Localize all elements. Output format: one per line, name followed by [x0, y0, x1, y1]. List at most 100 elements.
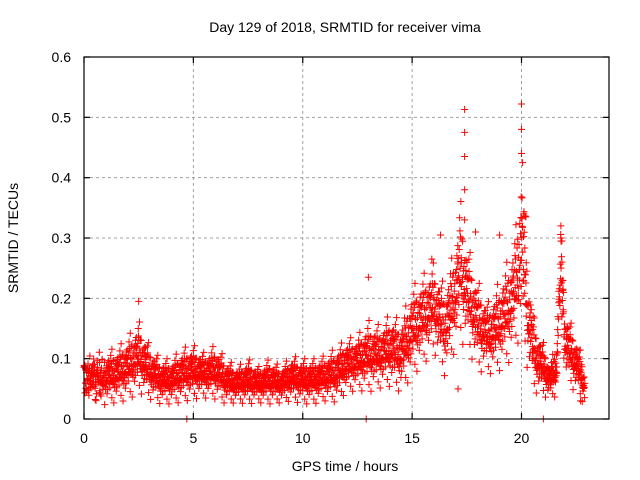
data-point: [370, 333, 378, 341]
data-point: [389, 344, 397, 352]
data-point: [119, 397, 127, 405]
data-point: [209, 343, 217, 351]
data-point: [330, 398, 338, 406]
data-point: [459, 237, 467, 245]
data-point: [163, 395, 171, 403]
data-point: [438, 358, 446, 366]
data-point: [347, 382, 355, 390]
data-point: [451, 306, 459, 314]
data-point: [453, 252, 461, 260]
data-point: [461, 186, 469, 194]
data-point: [383, 376, 391, 384]
y-axis-label: SRMTID / TECUs: [5, 183, 21, 293]
data-point: [531, 334, 539, 342]
data-point: [101, 401, 109, 409]
data-point: [407, 305, 415, 313]
data-point: [540, 338, 548, 346]
data-point: [294, 398, 302, 406]
data-point: [444, 312, 452, 320]
data-point: [575, 353, 583, 361]
data-point: [449, 273, 457, 281]
x-tick-label: 15: [404, 430, 420, 446]
data-point: [416, 303, 424, 311]
y-tick-labels: 0 0.1 0.2 0.3 0.4 0.5 0.6: [52, 49, 72, 427]
data-point: [550, 355, 558, 363]
data-point: [337, 388, 345, 396]
data-point: [284, 397, 292, 405]
data-point: [418, 299, 426, 307]
data-point: [522, 259, 530, 267]
data-point: [477, 325, 485, 333]
data-point: [507, 333, 515, 341]
data-point: [581, 394, 589, 402]
data-point: [172, 350, 180, 358]
data-point: [108, 394, 116, 402]
data-point: [577, 397, 585, 405]
data-point: [351, 376, 359, 384]
data-point: [349, 387, 357, 395]
data-point: [429, 259, 437, 267]
data-point: [489, 353, 497, 361]
data-point: [193, 395, 201, 403]
data-point: [448, 345, 456, 353]
data-point: [513, 244, 521, 252]
data-point: [389, 327, 397, 335]
data-point: [241, 391, 249, 399]
data-point: [398, 357, 406, 365]
data-point: [518, 194, 526, 202]
data-point: [559, 285, 567, 293]
data-point: [529, 312, 537, 320]
data-point: [501, 333, 509, 341]
data-point: [181, 392, 189, 400]
data-point: [578, 363, 586, 371]
x-tick-labels: 0 5 10 15 20: [80, 430, 529, 446]
data-point: [211, 395, 219, 403]
data-point: [444, 339, 452, 347]
data-point: [496, 367, 504, 375]
data-point: [398, 367, 406, 375]
data-point: [393, 378, 401, 386]
data-point: [191, 342, 199, 350]
data-point: [499, 289, 507, 297]
data-point: [317, 384, 325, 392]
data-point: [514, 339, 522, 347]
data-point: [496, 231, 504, 239]
data-point: [572, 361, 580, 369]
data-point: [383, 332, 391, 340]
data-point: [292, 393, 300, 401]
data-point: [200, 348, 208, 356]
data-point: [97, 392, 105, 400]
data-point: [462, 266, 470, 274]
data-point: [577, 368, 585, 376]
data-point: [173, 370, 181, 378]
data-point: [423, 298, 431, 306]
data-point: [280, 387, 288, 395]
data-point: [409, 309, 417, 317]
data-point: [501, 293, 509, 301]
data-point: [288, 362, 296, 370]
data-point: [372, 350, 380, 358]
data-point: [424, 336, 432, 344]
data-point: [456, 227, 464, 235]
data-point: [209, 389, 217, 397]
data-point: [506, 328, 514, 336]
data-point: [466, 308, 474, 316]
data-point: [367, 387, 375, 395]
data-point: [360, 374, 368, 382]
x-tick-label: 20: [514, 430, 530, 446]
data-point: [532, 389, 540, 397]
data-point: [553, 340, 561, 348]
data-point: [172, 394, 180, 402]
data-point: [574, 362, 582, 370]
data-point: [411, 360, 419, 368]
data-point: [504, 299, 512, 307]
data-point: [522, 213, 530, 221]
data-point: [436, 336, 444, 344]
data-point: [558, 297, 566, 305]
data-point: [526, 330, 534, 338]
data-point: [518, 234, 526, 242]
data-point: [415, 346, 423, 354]
data-point: [466, 249, 474, 257]
data-point: [450, 287, 458, 295]
data-point: [394, 350, 402, 358]
